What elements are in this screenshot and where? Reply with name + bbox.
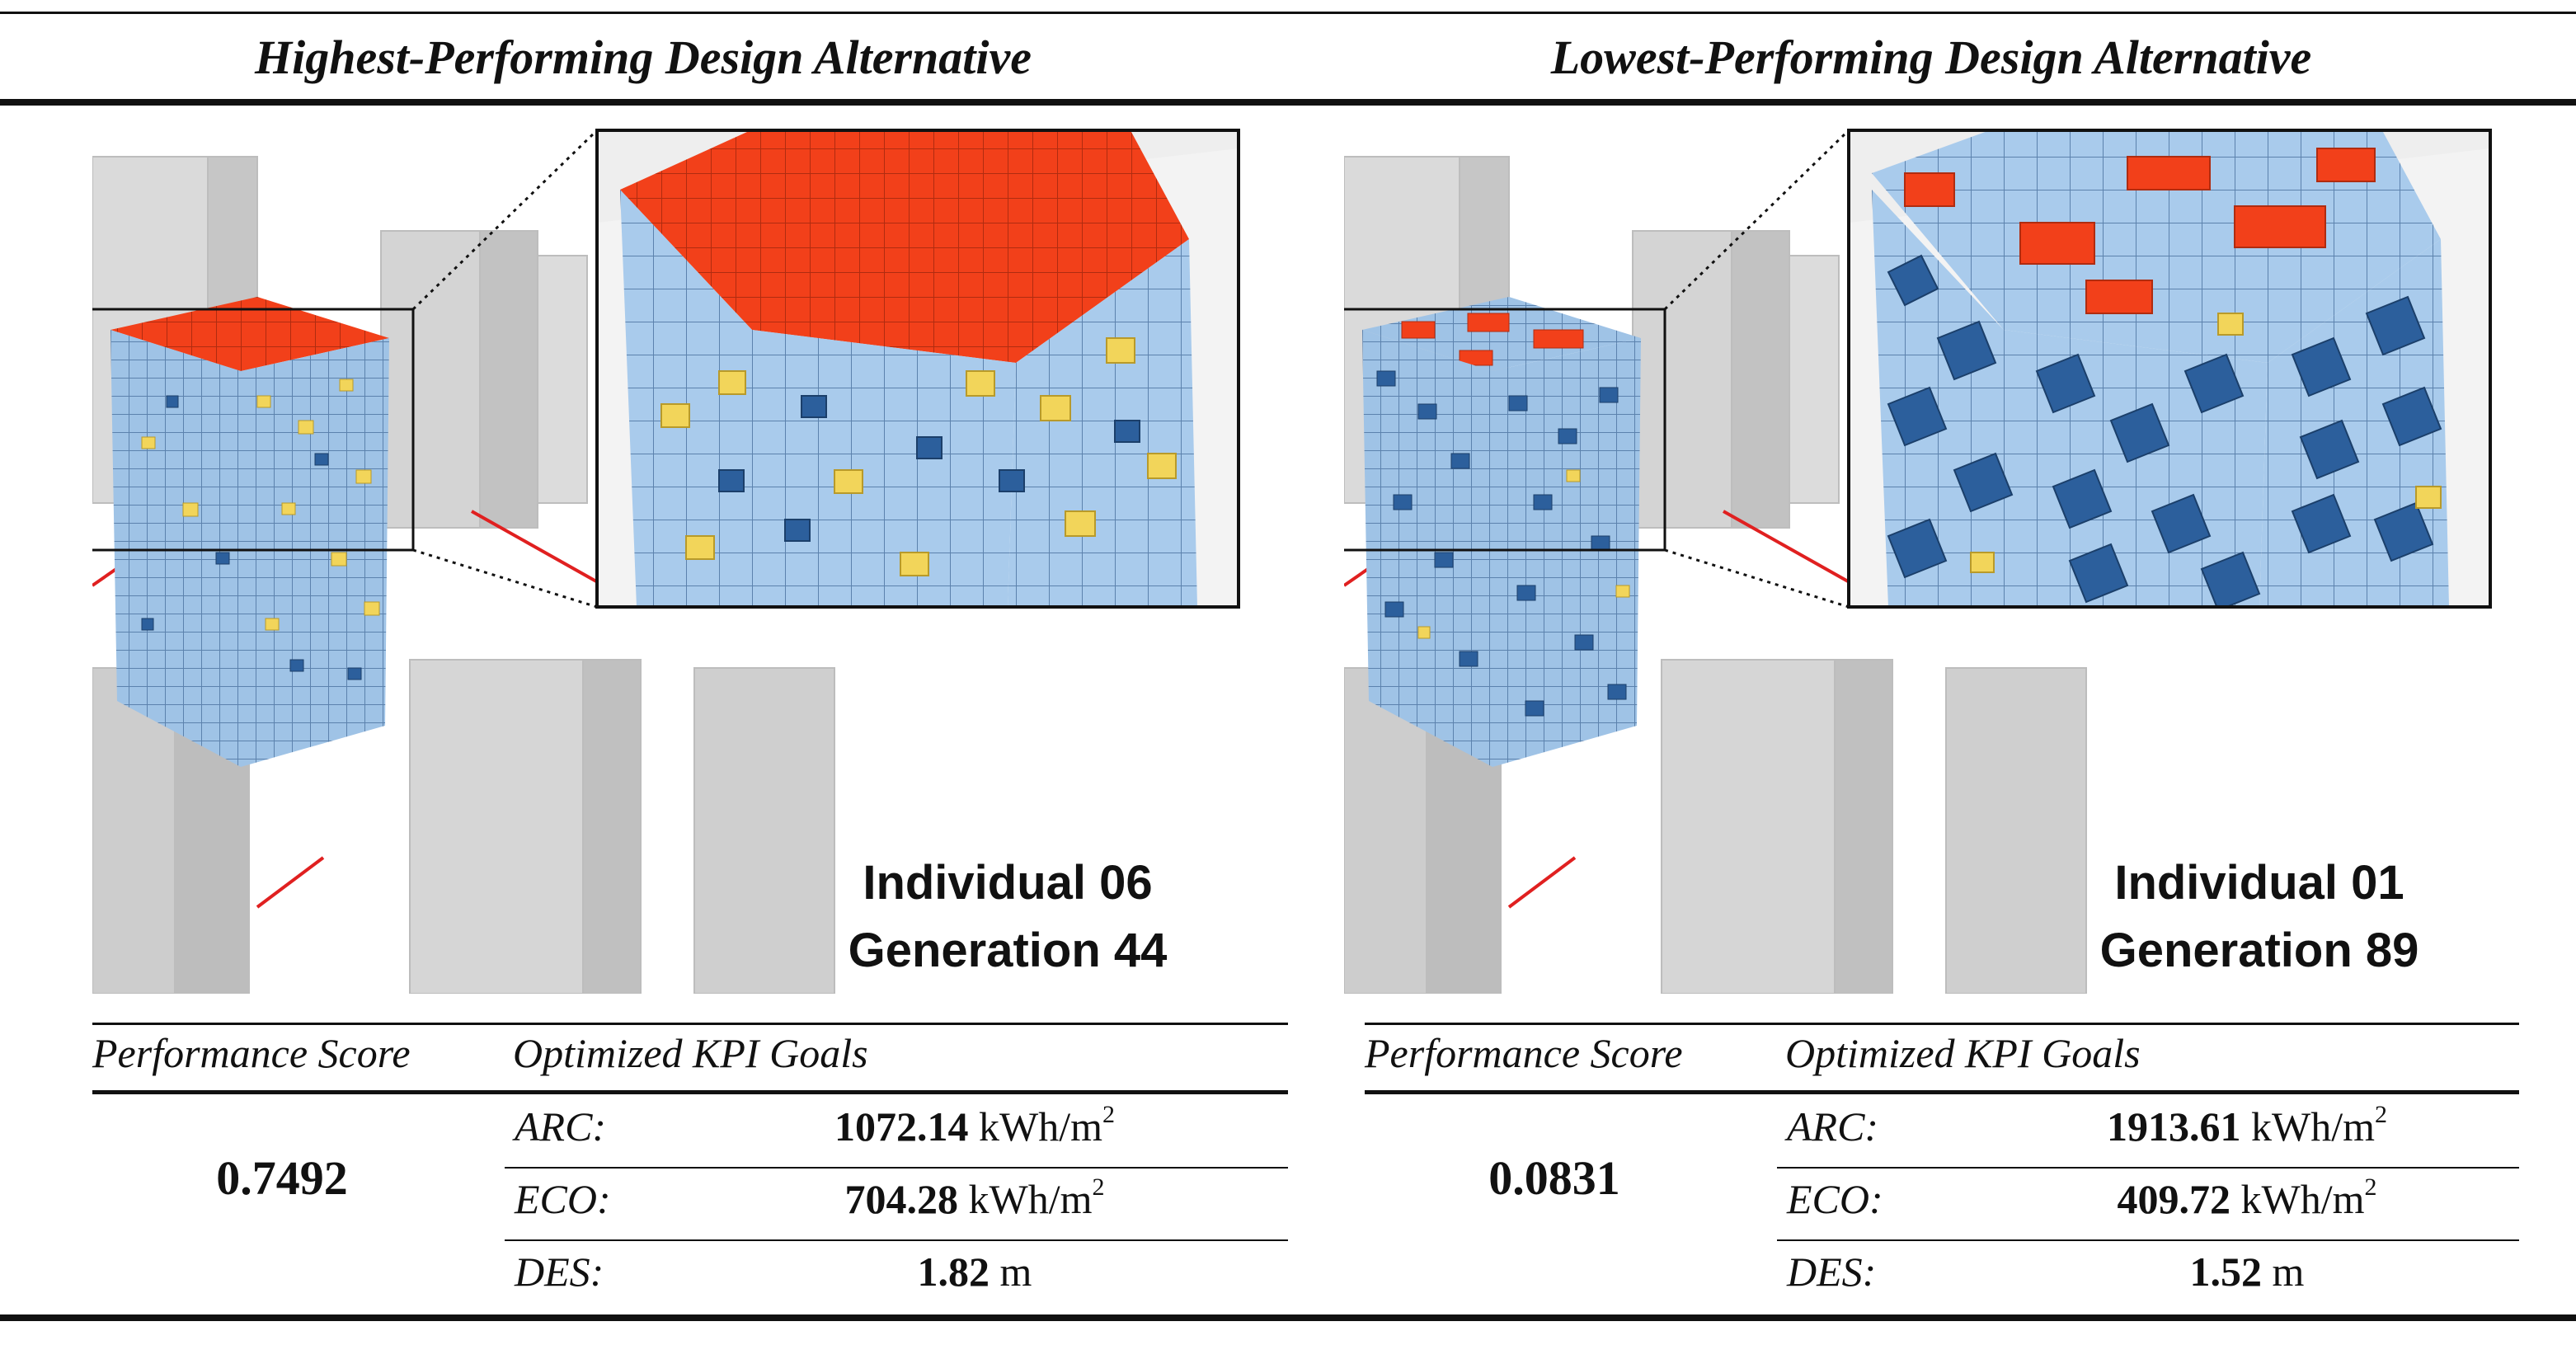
kpi-eco-value: 704.28 kWh/m2 — [844, 1173, 1105, 1223]
heading-highest: Highest-Performing Design Alternative — [255, 31, 1032, 84]
bottom-rule — [0, 1314, 2576, 1321]
leader-top — [1663, 129, 1850, 311]
heading-lowest: Lowest-Performing Design Alternative — [1550, 31, 2312, 84]
performance-score-header: Performance Score — [92, 1030, 411, 1076]
kpi-arc-label: ARC: — [1787, 1103, 1879, 1150]
table-top-rule — [92, 1023, 1288, 1025]
tower-highest — [110, 297, 389, 767]
identity-highest: Individual 06 Generation 44 — [777, 849, 1239, 985]
individual-label: Individual 06 — [863, 856, 1153, 910]
individual-label: Individual 01 — [2114, 856, 2404, 910]
kpi-eco-value: 409.72 kWh/m2 — [2117, 1173, 2377, 1223]
table-header-rule — [92, 1090, 1288, 1094]
kpi-table-lowest: Performance Score Optimized KPI Goals 0.… — [1365, 1023, 2560, 1311]
render-scene-highest — [92, 129, 1240, 994]
kpi-table-highest: Performance Score Optimized KPI Goals 0.… — [92, 1023, 1288, 1311]
callout-frame — [92, 308, 415, 552]
kpi-eco-label: ECO: — [515, 1176, 611, 1222]
zoom-inset-lowest — [1847, 129, 2492, 609]
generation-label: Generation 44 — [848, 924, 1168, 977]
kpi-goals-header: Optimized KPI Goals — [513, 1030, 868, 1076]
top-rule — [0, 12, 2576, 14]
performance-score-header: Performance Score — [1365, 1030, 1683, 1076]
leader-top — [411, 129, 599, 311]
identity-lowest: Individual 01 Generation 89 — [2028, 849, 2490, 985]
row-rule — [1777, 1239, 2519, 1241]
kpi-des-value: 1.52 m — [2189, 1249, 2305, 1295]
leader-bottom — [1664, 548, 1850, 609]
table-header-rule — [1365, 1090, 2519, 1094]
header-rule — [0, 99, 2576, 106]
render-highest: Individual 06 Generation 44 — [92, 124, 1288, 994]
row-rule — [1777, 1167, 2519, 1169]
table-top-rule — [1365, 1023, 2519, 1025]
performance-score-value: 0.0831 — [1488, 1151, 1620, 1205]
performance-score-value: 0.7492 — [216, 1151, 348, 1205]
kpi-arc-value: 1072.14 kWh/m2 — [834, 1101, 1115, 1150]
kpi-eco-label: ECO: — [1787, 1176, 1883, 1222]
kpi-goals-header: Optimized KPI Goals — [1785, 1030, 2141, 1076]
kpi-des-label: DES: — [1787, 1249, 1877, 1295]
leader-bottom — [412, 548, 598, 609]
tower-lowest — [1362, 297, 1641, 767]
zoom-inset-highest — [595, 129, 1240, 609]
render-scene-lowest — [1344, 129, 2492, 994]
kpi-des-label: DES: — [515, 1249, 604, 1295]
callout-frame — [1344, 308, 1666, 552]
kpi-arc-label: ARC: — [515, 1103, 607, 1150]
generation-label: Generation 89 — [2099, 924, 2419, 977]
render-lowest: Individual 01 Generation 89 — [1344, 124, 2540, 994]
context-buildings — [92, 156, 835, 994]
row-rule — [505, 1167, 1288, 1169]
row-rule — [505, 1239, 1288, 1241]
kpi-arc-value: 1913.61 kWh/m2 — [2107, 1101, 2387, 1150]
kpi-des-value: 1.82 m — [917, 1249, 1032, 1295]
